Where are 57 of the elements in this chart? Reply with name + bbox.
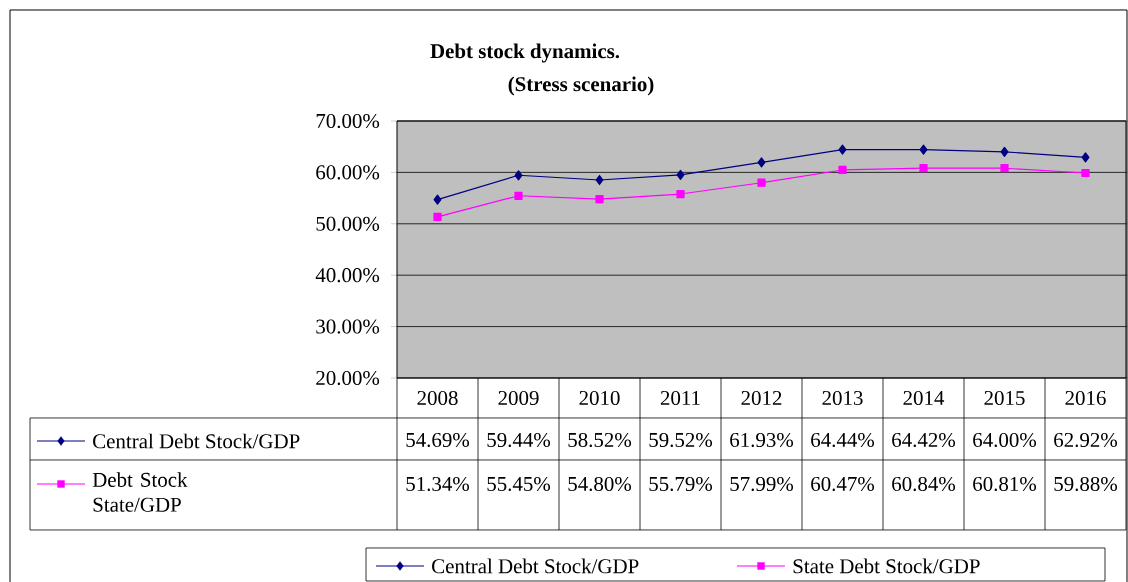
point: [919, 144, 928, 155]
data-label: 60.81%: [973, 476, 1037, 492]
y-tick-label: 40.00%: [315, 268, 380, 283]
y-tick-label: 70.00%: [316, 113, 380, 129]
point: [838, 165, 847, 175]
chart-subtitle: (Stress scenario): [508, 76, 654, 96]
legend-label: Central Debt Stock/GDP: [93, 433, 300, 449]
point: [433, 212, 442, 221]
point: [1000, 146, 1009, 157]
data-label: 51.34%: [406, 476, 470, 492]
point: [838, 144, 847, 155]
x-tick-label: 2014: [903, 390, 945, 406]
data-label: 64.42%: [892, 432, 956, 448]
legend-label: State Debt Stock/GDP: [793, 558, 980, 574]
point: [757, 178, 766, 187]
y-tick-label: 60.00%: [316, 165, 380, 180]
y-tick-label: 50.00%: [316, 216, 380, 231]
point: [514, 170, 523, 181]
point: [1081, 152, 1090, 163]
data-label: 64.44%: [811, 432, 875, 448]
point: [433, 194, 442, 205]
y-tick-label: 20.00%: [316, 370, 380, 386]
text: Debt Stock State/GDP: [92, 472, 188, 512]
chart-title: Debt stock dynamics.: [430, 43, 620, 63]
point: [676, 189, 685, 199]
data-label: 57.99%: [730, 476, 794, 492]
point: [1000, 164, 1009, 173]
data-label: 64.00%: [973, 432, 1037, 448]
point: [595, 195, 604, 204]
data-label: 61.93%: [730, 432, 794, 448]
data-label: 62.92%: [1054, 432, 1118, 448]
x-tick-label: 2009: [498, 390, 539, 406]
data-label: 54.80%: [568, 476, 632, 492]
x-tick-label: 2013: [822, 390, 863, 406]
y-tick-label: 30.00%: [316, 319, 380, 334]
point: [919, 163, 928, 173]
point: [676, 169, 685, 180]
x-tick-label: 2011: [660, 390, 700, 406]
point: [757, 157, 766, 168]
data-label: 59.52%: [649, 432, 713, 448]
point: [595, 174, 604, 186]
point: [514, 191, 523, 200]
data-label: 60.47%: [811, 476, 875, 492]
data-label: 54.69%: [406, 432, 470, 448]
data-label: 55.45%: [487, 476, 551, 492]
data-label: 60.84%: [892, 476, 956, 492]
x-tick-label: 2012: [741, 390, 782, 406]
data-label: 55.79%: [649, 476, 713, 492]
data-label: 59.44%: [487, 432, 551, 448]
data-label: 59.88%: [1054, 476, 1118, 492]
text: Central Debt Stock/GDP: [432, 558, 639, 574]
x-tick-label: 2015: [984, 390, 1025, 406]
x-tick-label: 2016: [1065, 390, 1106, 406]
data-label: 58.52%: [568, 432, 632, 448]
x-tick-label: 2010: [579, 390, 620, 406]
x-tick-label: 2008: [417, 390, 458, 406]
point: [1081, 168, 1090, 178]
